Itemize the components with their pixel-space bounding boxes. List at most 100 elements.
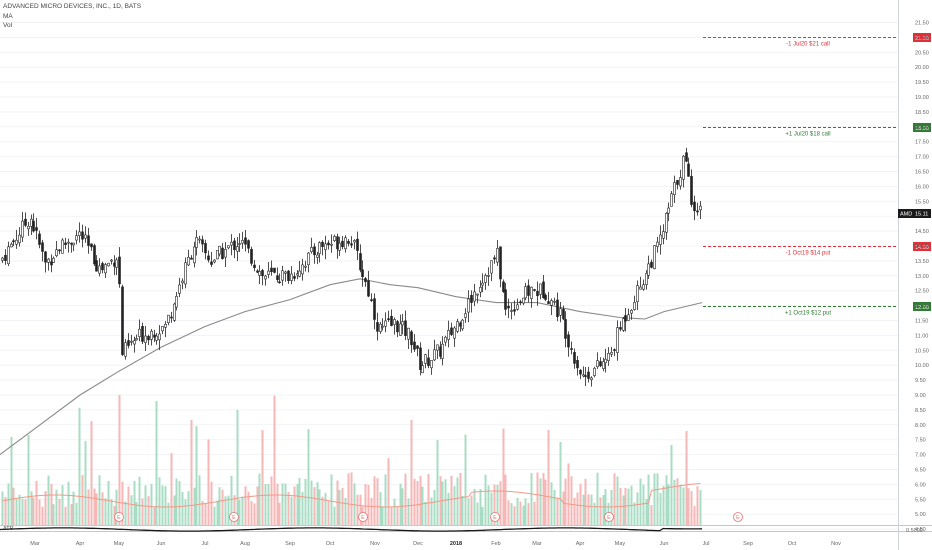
candle-body xyxy=(233,240,236,251)
volume-bar xyxy=(504,474,507,525)
volume-bar xyxy=(467,498,470,525)
candle-body xyxy=(1,257,4,261)
volume-bar xyxy=(213,506,216,525)
volume-bar xyxy=(573,497,576,525)
volume-bar xyxy=(104,498,107,525)
volume-bar xyxy=(178,481,181,525)
volume-bar xyxy=(507,500,510,525)
volume-bar xyxy=(639,478,642,525)
candle-body xyxy=(404,320,407,336)
candle-body xyxy=(450,327,453,335)
candle-body xyxy=(522,297,525,304)
volume-bar xyxy=(330,474,333,525)
candle-body xyxy=(198,238,201,241)
volume-bar xyxy=(624,488,627,525)
time-tick-label: Apr xyxy=(576,541,585,547)
last-price-badge-bg xyxy=(898,209,931,218)
candle-body xyxy=(627,314,630,321)
volume-bar xyxy=(559,442,562,525)
volume-bar xyxy=(224,496,227,525)
volume-bar xyxy=(138,476,141,525)
volume-bar xyxy=(155,401,158,525)
candle-body xyxy=(264,275,267,280)
last-price-value: 15.11 xyxy=(915,212,928,218)
volume-bar xyxy=(253,503,256,525)
candle-body xyxy=(502,281,505,292)
volume-bar xyxy=(670,445,673,525)
volume-bar xyxy=(98,475,101,525)
candle-body xyxy=(218,245,221,255)
atr-label: ATR xyxy=(3,526,14,532)
price-tick-label: 21.50 xyxy=(915,21,929,27)
volume-bar xyxy=(27,434,30,525)
volume-bar xyxy=(636,492,639,525)
candle-body xyxy=(696,210,699,213)
volume-bar xyxy=(238,499,241,525)
volume-bar xyxy=(90,421,93,525)
candle-body xyxy=(690,176,693,205)
candle-body xyxy=(396,321,399,333)
volume-bar xyxy=(524,498,527,525)
candle-body xyxy=(150,330,153,340)
price-tick-label: 19.50 xyxy=(915,80,929,86)
volume-bar xyxy=(387,458,390,525)
candle-body xyxy=(270,267,273,272)
volume-bar xyxy=(444,479,447,525)
volume-bar xyxy=(118,395,121,525)
candle-body xyxy=(673,182,676,195)
volume-bar xyxy=(18,494,21,525)
volume-bar xyxy=(676,478,679,525)
volume-bar xyxy=(590,494,593,525)
volume-bar xyxy=(481,506,484,525)
candle-body xyxy=(579,369,582,375)
price-tick-label: 19.00 xyxy=(915,95,929,101)
price-tick-label: 10.00 xyxy=(915,363,929,369)
level-badge xyxy=(913,242,931,251)
volume-bar xyxy=(650,504,653,525)
price-tick-label: 4.50 xyxy=(915,527,926,533)
volume-bar xyxy=(304,478,307,525)
candle-body xyxy=(682,155,685,180)
candle-body xyxy=(24,218,27,226)
level-note: -1 Jul20 $21 call xyxy=(786,42,830,48)
candle-body xyxy=(461,319,464,330)
volume-bar xyxy=(135,502,138,525)
price-tick-label: 9.00 xyxy=(915,393,926,399)
candle-body xyxy=(78,231,81,236)
candle-body xyxy=(130,340,133,343)
volume-bar xyxy=(244,486,247,525)
volume-bar xyxy=(64,506,67,525)
volume-bar xyxy=(376,478,379,525)
volume-bar xyxy=(421,486,424,525)
price-tick-label: 16.00 xyxy=(915,184,929,190)
candle-body xyxy=(250,249,253,264)
earnings-marker-label: E xyxy=(607,515,611,521)
candle-body xyxy=(178,284,181,294)
candle-body xyxy=(67,241,70,244)
volume-bar xyxy=(293,486,296,525)
volume-bar xyxy=(499,481,502,525)
volume-bar xyxy=(147,496,150,525)
candle-body xyxy=(516,304,519,310)
volume-bar xyxy=(278,502,281,525)
candle-body xyxy=(433,349,436,361)
candle-body xyxy=(276,275,279,280)
candle-body xyxy=(93,245,96,265)
volume-bar xyxy=(685,431,688,525)
volume-bar xyxy=(522,505,525,525)
volume-bar xyxy=(153,506,156,525)
candle-body xyxy=(293,276,296,279)
time-tick-label: Sep xyxy=(743,541,753,547)
price-tick-label: 18.50 xyxy=(915,110,929,116)
volume-bar xyxy=(350,472,353,525)
volume-bar xyxy=(341,487,344,525)
volume-bar xyxy=(310,480,313,525)
candle-body xyxy=(430,360,433,369)
volume-bar xyxy=(562,491,565,525)
volume-bar xyxy=(298,478,301,525)
volume-bar xyxy=(110,499,113,525)
volume-bar xyxy=(622,495,625,525)
time-tick-label: Mar xyxy=(532,541,542,547)
volume-bar xyxy=(264,484,267,525)
candle-body xyxy=(95,260,98,272)
